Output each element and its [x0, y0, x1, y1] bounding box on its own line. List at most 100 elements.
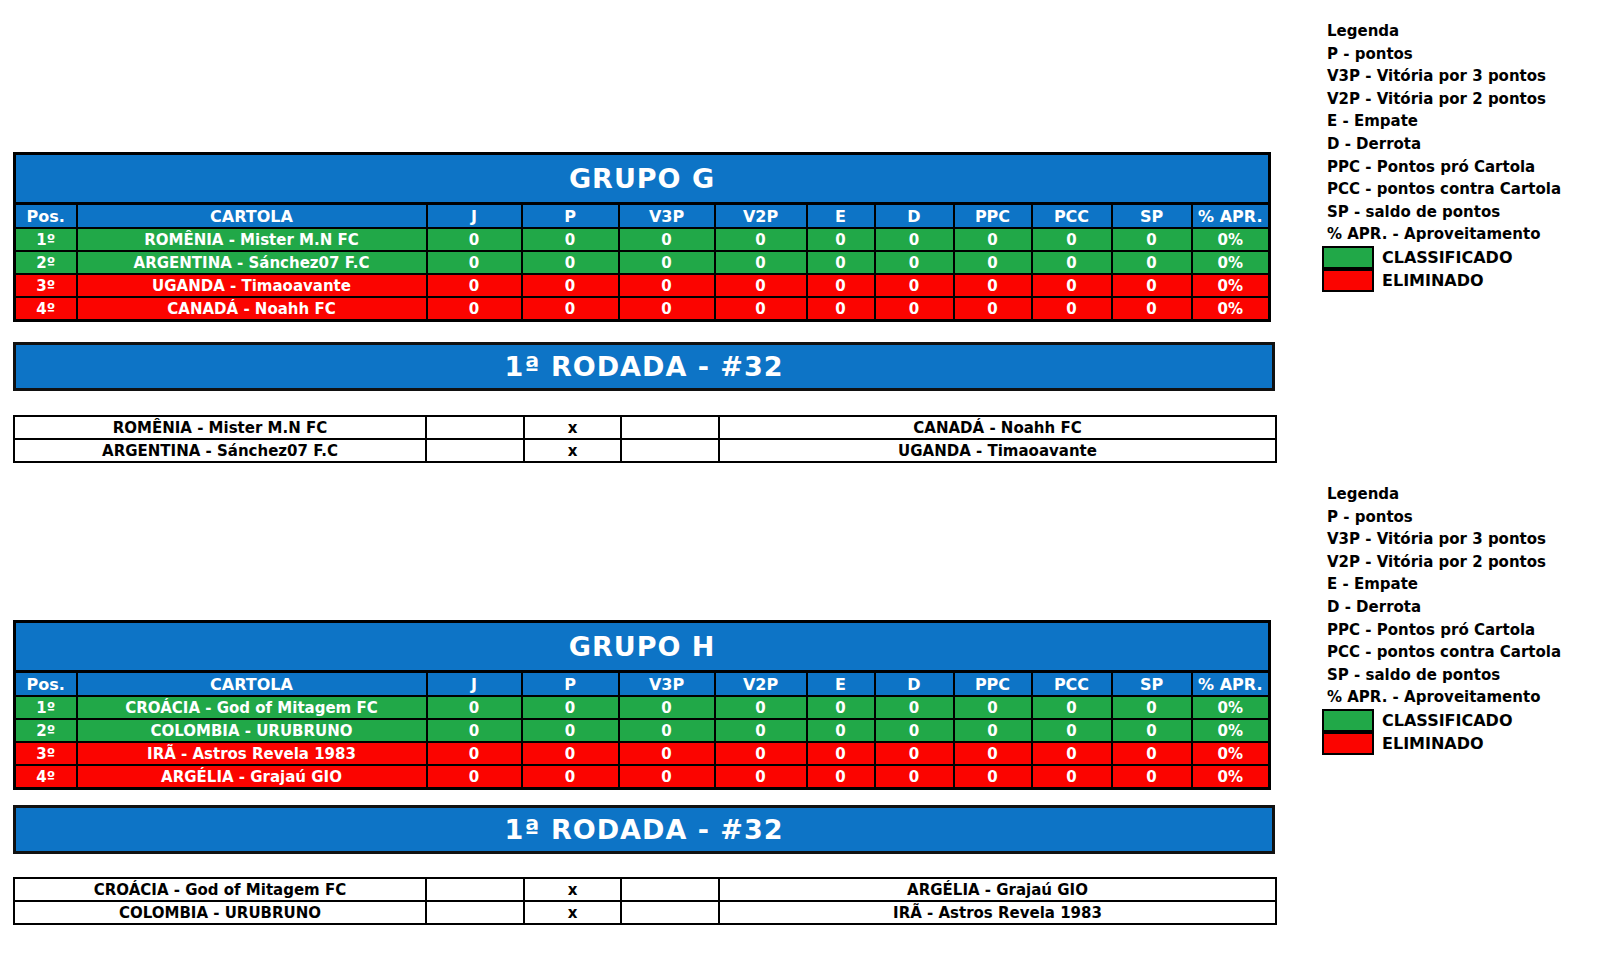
away-team-cell: UGANDA - Timaoavante	[719, 439, 1276, 462]
group-g-fixtures-table: ROMÊNIA - Mister M.N FC x CANADÁ - Noahh…	[13, 415, 1277, 463]
col-header-v2p: V2P	[715, 204, 807, 229]
position-cell: 4º	[15, 765, 77, 789]
away-team-cell: CANADÁ - Noahh FC	[719, 416, 1276, 439]
stat-cell: 0	[522, 251, 619, 274]
col-header-p: P	[522, 204, 619, 229]
col-header-p: P	[522, 672, 619, 697]
stat-cell: 0	[1112, 765, 1192, 789]
position-cell: 1º	[15, 696, 77, 719]
standings-row: 3º IRÃ - Astros Revela 1983 0 0 0 0 0 0 …	[15, 742, 1270, 765]
empty-score-cell	[621, 439, 719, 462]
classified-label: CLASSIFICADO	[1382, 248, 1513, 267]
empty-score-cell	[621, 901, 719, 924]
stat-cell: 0	[619, 719, 715, 742]
legend-entry: PPC - Pontos pró Cartola	[1327, 619, 1612, 642]
stat-cell: 0	[619, 251, 715, 274]
legend-classified-row: CLASSIFICADO	[1322, 246, 1612, 269]
standings-row: 2º COLOMBIA - URUBRUNO 0 0 0 0 0 0 0 0 0…	[15, 719, 1270, 742]
stat-cell: 0	[1032, 765, 1112, 789]
stat-cell: 0	[715, 742, 807, 765]
stat-cell: 0	[1032, 742, 1112, 765]
stat-cell: 0	[1032, 228, 1112, 251]
team-cell: UGANDA - Timaoavante	[77, 274, 427, 297]
stat-cell: 0	[807, 228, 875, 251]
group-h-standings-table: GRUPO H Pos. CARTOLA J P V3P V2P E D PPC…	[13, 620, 1271, 790]
stat-cell: 0	[807, 742, 875, 765]
empty-score-cell	[426, 416, 524, 439]
group-title-row: GRUPO H	[15, 622, 1270, 672]
stat-cell: 0	[954, 719, 1032, 742]
standings-row: 3º UGANDA - Timaoavante 0 0 0 0 0 0 0 0 …	[15, 274, 1270, 297]
standings-row: 1º CROÁCIA - God of Mitagem FC 0 0 0 0 0…	[15, 696, 1270, 719]
eliminated-color-swatch	[1322, 732, 1374, 755]
legend-entry: E - Empate	[1327, 573, 1612, 596]
col-header-j: J	[427, 672, 522, 697]
col-header-e: E	[807, 204, 875, 229]
empty-score-cell	[426, 901, 524, 924]
stat-cell: 0	[715, 274, 807, 297]
stat-cell: 0	[1112, 297, 1192, 321]
stat-cell: 0	[807, 765, 875, 789]
group-title: GRUPO H	[15, 622, 1270, 672]
position-cell: 2º	[15, 251, 77, 274]
team-cell: CANADÁ - Noahh FC	[77, 297, 427, 321]
home-team-cell: ARGENTINA - Sánchez07 F.C	[14, 439, 426, 462]
standings-row: 1º ROMÊNIA - Mister M.N FC 0 0 0 0 0 0 0…	[15, 228, 1270, 251]
stat-cell: 0	[715, 765, 807, 789]
legend-eliminated-row: ELIMINADO	[1322, 269, 1612, 292]
col-header-pcc: PCC	[1032, 672, 1112, 697]
group-title: GRUPO G	[15, 154, 1270, 204]
empty-score-cell	[426, 439, 524, 462]
stat-cell: 0	[619, 742, 715, 765]
group-h-fixtures-table: CROÁCIA - God of Mitagem FC x ARGÉLIA - …	[13, 877, 1277, 925]
stat-cell: 0	[875, 228, 954, 251]
stat-cell: 0	[1032, 696, 1112, 719]
position-cell: 3º	[15, 274, 77, 297]
round-banner-group-g: 1ª RODADA - #32	[13, 342, 1275, 391]
stat-cell: 0	[807, 274, 875, 297]
stat-cell: 0	[522, 696, 619, 719]
classified-color-swatch	[1322, 246, 1374, 269]
stat-cell: 0	[715, 297, 807, 321]
col-header-v2p: V2P	[715, 672, 807, 697]
legend-classified-row: CLASSIFICADO	[1322, 709, 1612, 732]
stat-cell: 0	[522, 719, 619, 742]
stat-cell: 0	[875, 765, 954, 789]
team-cell: ROMÊNIA - Mister M.N FC	[77, 228, 427, 251]
stat-cell: 0	[427, 228, 522, 251]
stat-cell: 0	[1112, 251, 1192, 274]
stat-cell: 0	[807, 696, 875, 719]
stat-cell: 0	[522, 765, 619, 789]
legend-entry: V3P - Vitória por 3 pontos	[1327, 65, 1612, 88]
position-cell: 2º	[15, 719, 77, 742]
stat-cell: 0	[954, 274, 1032, 297]
legend-entry: % APR. - Aproveitamento	[1327, 686, 1612, 709]
col-header-sp: SP	[1112, 672, 1192, 697]
stat-cell: 0	[875, 251, 954, 274]
round-banner-group-h: 1ª RODADA - #32	[13, 805, 1275, 854]
stat-cell: 0	[522, 742, 619, 765]
stat-cell: 0	[427, 251, 522, 274]
col-header-ppc: PPC	[954, 204, 1032, 229]
stat-cell: 0%	[1192, 742, 1270, 765]
empty-score-cell	[621, 878, 719, 901]
col-header-cartola: CARTOLA	[77, 204, 427, 229]
stat-cell: 0	[1032, 251, 1112, 274]
col-header-apr: % APR.	[1192, 672, 1270, 697]
col-header-e: E	[807, 672, 875, 697]
legend-bottom: Legenda P - pontos V3P - Vitória por 3 p…	[1327, 483, 1612, 755]
stat-cell: 0	[427, 297, 522, 321]
stat-cell: 0	[715, 228, 807, 251]
group-g-standings-table: GRUPO G Pos. CARTOLA J P V3P V2P E D PPC…	[13, 152, 1271, 322]
stat-cell: 0	[427, 765, 522, 789]
legend-entry: V3P - Vitória por 3 pontos	[1327, 528, 1612, 551]
stat-cell: 0	[522, 228, 619, 251]
fixture-row: ROMÊNIA - Mister M.N FC x CANADÁ - Noahh…	[14, 416, 1276, 439]
eliminated-label: ELIMINADO	[1382, 734, 1484, 753]
legend-top: Legenda P - pontos V3P - Vitória por 3 p…	[1327, 20, 1612, 292]
fixture-row: CROÁCIA - God of Mitagem FC x ARGÉLIA - …	[14, 878, 1276, 901]
legend-entry: % APR. - Aproveitamento	[1327, 223, 1612, 246]
stat-cell: 0%	[1192, 696, 1270, 719]
stat-cell: 0	[954, 251, 1032, 274]
legend-entry: V2P - Vitória por 2 pontos	[1327, 88, 1612, 111]
